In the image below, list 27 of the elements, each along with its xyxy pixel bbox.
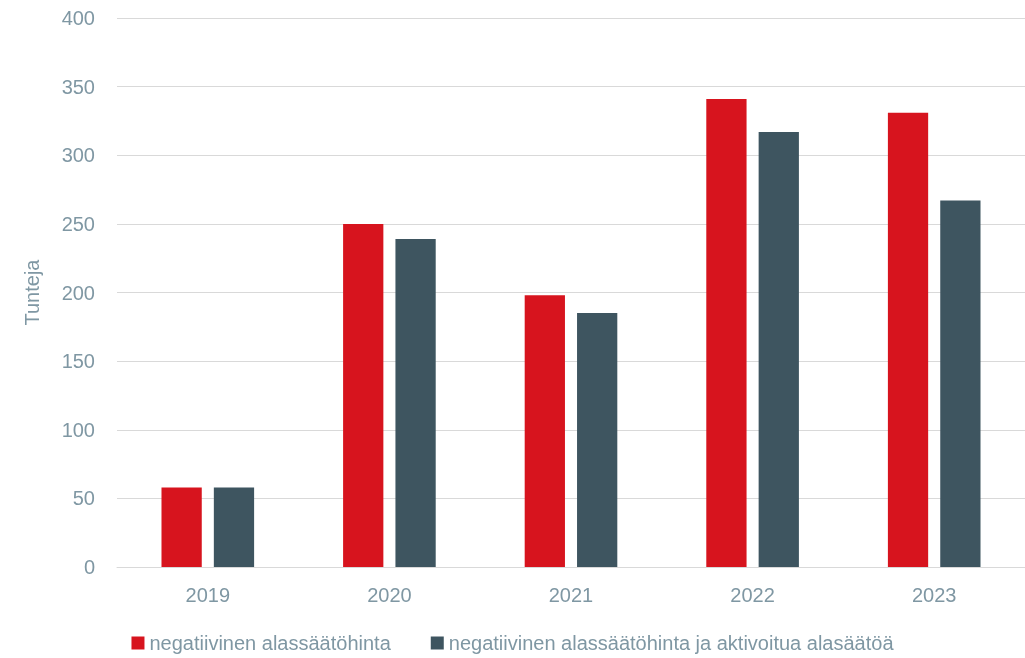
y-tick-label: 350 [61,75,95,98]
bar [213,487,255,567]
y-tick-label: 200 [61,281,95,304]
bar [706,98,747,567]
y-tick-label: 250 [61,212,95,235]
y-axis-title: Tunteja [21,258,43,326]
bar [887,112,929,567]
bar [395,238,436,567]
y-tick-label: 400 [61,7,95,29]
y-tick-label: 0 [83,556,95,578]
x-tick-label: 2020 [367,584,412,606]
bar [940,200,981,567]
y-tick-label: 150 [61,350,95,373]
x-tick-label: 2022 [730,584,775,606]
bar [161,487,202,567]
x-tick-label: 2023 [911,584,957,606]
y-tick-label: 50 [72,487,95,510]
bar [758,131,799,567]
legend-label: negatiivinen alassäätöhinta [149,632,392,654]
x-tick-label: 2019 [185,584,231,606]
y-tick-label: 300 [61,144,95,167]
y-tick-label: 100 [61,418,95,441]
legend-label: negatiivinen alassäätöhinta ja aktivoitua alasäätöä [448,632,895,654]
bar [343,223,384,567]
bar [524,295,565,567]
x-tick-label: 2021 [548,584,594,606]
bar [577,313,618,567]
